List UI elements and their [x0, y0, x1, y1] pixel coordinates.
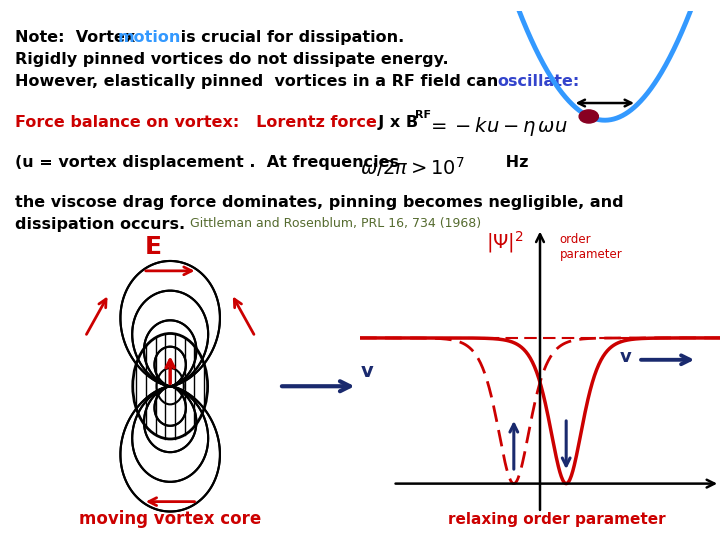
Text: is crucial for dissipation.: is crucial for dissipation.	[175, 30, 404, 45]
Text: Note:  Vortex: Note: Vortex	[15, 30, 141, 45]
Text: However, elastically pinned  vortices in a RF field can: However, elastically pinned vortices in …	[15, 74, 504, 89]
Text: moving vortex core: moving vortex core	[79, 510, 261, 528]
Text: v: v	[361, 362, 374, 381]
Text: Rigidly pinned vortices do not dissipate energy.: Rigidly pinned vortices do not dissipate…	[15, 52, 449, 67]
Text: v: v	[620, 348, 631, 366]
Text: $|\Psi|^2$: $|\Psi|^2$	[486, 228, 523, 254]
Text: Hz: Hz	[500, 155, 528, 170]
Text: (u = vortex displacement .  At frequencies: (u = vortex displacement . At frequencie…	[15, 155, 399, 170]
Text: dissipation occurs.: dissipation occurs.	[15, 217, 185, 232]
Text: RF: RF	[415, 110, 431, 120]
Text: oscillate:: oscillate:	[497, 74, 580, 89]
Text: Force balance on vortex:   Lorentz force: Force balance on vortex: Lorentz force	[15, 115, 377, 130]
Text: $\omega/2\pi > 10^7$: $\omega/2\pi > 10^7$	[360, 155, 464, 179]
Text: Gittleman and Rosenblum, PRL 16, 734 (1968): Gittleman and Rosenblum, PRL 16, 734 (19…	[190, 217, 481, 230]
Text: J x B: J x B	[367, 115, 418, 130]
Text: E: E	[145, 234, 162, 259]
Circle shape	[579, 110, 598, 123]
Text: motion: motion	[118, 30, 181, 45]
Text: $= -ku - \eta\,\omega u$: $= -ku - \eta\,\omega u$	[427, 115, 568, 138]
Text: relaxing order parameter: relaxing order parameter	[448, 512, 665, 528]
Text: the viscose drag force dominates, pinning becomes negligible, and: the viscose drag force dominates, pinnin…	[15, 195, 624, 210]
Text: order
parameter: order parameter	[559, 233, 622, 261]
